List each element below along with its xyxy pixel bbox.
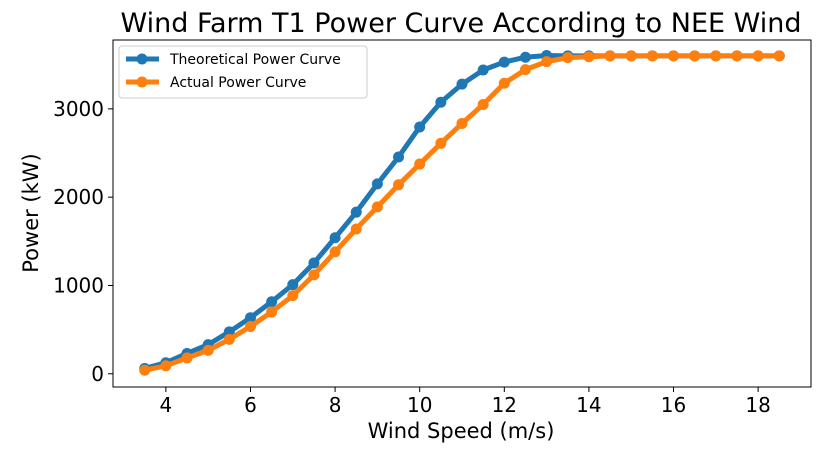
- data-point-series-1: [731, 50, 743, 62]
- data-point-series-0: [287, 279, 299, 291]
- data-point-series-0: [456, 78, 468, 90]
- data-point-series-1: [773, 50, 785, 62]
- series-line-0: [144, 52, 780, 371]
- x-tick-label: 6: [244, 393, 257, 417]
- data-point-series-1: [435, 137, 447, 149]
- data-point-series-1: [646, 50, 658, 62]
- data-point-series-1: [202, 344, 214, 356]
- data-point-series-1: [604, 50, 616, 62]
- data-point-series-1: [244, 321, 256, 333]
- data-point-series-1: [710, 50, 722, 62]
- x-tick-label: 4: [160, 393, 173, 417]
- data-point-series-1: [519, 64, 531, 76]
- data-point-series-0: [350, 206, 362, 218]
- data-point-series-1: [456, 117, 468, 129]
- data-point-series-0: [371, 178, 383, 190]
- data-point-series-1: [393, 179, 405, 191]
- legend-label-actual: Actual Power Curve: [170, 75, 306, 91]
- data-point-series-1: [541, 56, 553, 68]
- data-point-series-1: [350, 223, 362, 235]
- data-point-series-0: [308, 257, 320, 269]
- legend-marker-actual: [136, 76, 148, 88]
- data-point-series-0: [477, 64, 489, 76]
- data-point-series-1: [160, 360, 172, 372]
- y-tick-label: 3000: [53, 97, 104, 121]
- data-point-series-1: [308, 269, 320, 281]
- x-tick-label: 16: [661, 393, 686, 417]
- data-point-series-0: [393, 151, 405, 163]
- plot-frame: [112, 39, 812, 388]
- x-tick-label: 10: [407, 393, 432, 417]
- data-point-series-1: [181, 352, 193, 364]
- data-point-series-0: [435, 96, 447, 108]
- data-point-series-0: [244, 312, 256, 324]
- data-point-series-1: [752, 50, 764, 62]
- x-tick-label: 8: [329, 393, 342, 417]
- data-point-series-0: [329, 232, 341, 244]
- data-point-series-1: [371, 201, 383, 213]
- data-point-series-1: [329, 246, 341, 258]
- data-point-series-1: [562, 52, 574, 64]
- x-tick-label: 12: [492, 393, 517, 417]
- data-point-series-1: [689, 50, 701, 62]
- data-point-series-0: [498, 56, 510, 68]
- x-axis-label: Wind Speed (m/s): [368, 419, 555, 443]
- data-point-series-1: [287, 290, 299, 302]
- y-tick-label: 1000: [53, 273, 104, 297]
- data-point-series-0: [266, 296, 278, 308]
- legend-box: [118, 45, 368, 99]
- data-point-series-1: [625, 50, 637, 62]
- legend-marker-theoretical: [136, 53, 148, 65]
- legend-label-theoretical: Theoretical Power Curve: [169, 52, 341, 68]
- data-point-series-1: [139, 364, 151, 376]
- y-axis-label: Power (kW): [19, 153, 43, 272]
- data-point-series-0: [519, 51, 531, 63]
- data-point-series-1: [583, 51, 595, 63]
- data-point-series-1: [498, 77, 510, 89]
- x-tick-label: 14: [576, 393, 601, 417]
- legend: Theoretical Power Curve Actual Power Cur…: [118, 45, 368, 99]
- data-point-series-1: [477, 98, 489, 110]
- y-tick-label: 2000: [53, 185, 104, 209]
- data-point-series-1: [414, 158, 426, 170]
- data-point-series-1: [223, 333, 235, 345]
- x-tick-label: 18: [745, 393, 770, 417]
- y-tick-label: 0: [91, 362, 104, 386]
- data-point-series-1: [266, 306, 278, 318]
- data-point-series-0: [414, 121, 426, 133]
- data-point-series-1: [668, 50, 680, 62]
- chart-title: Wind Farm T1 Power Curve According to NE…: [121, 8, 802, 39]
